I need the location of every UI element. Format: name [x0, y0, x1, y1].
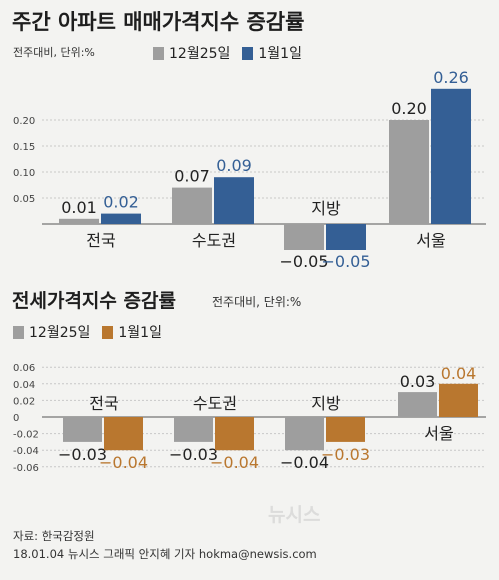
credit-line: 18.01.04 뉴시스 그래픽 안지혜 기자 hokma@newsis.com — [13, 547, 317, 561]
chart1-bar — [431, 88, 471, 224]
chart1-data-label: 0.20 — [391, 99, 427, 118]
chart2-ytick-label: -0.06 — [13, 463, 39, 474]
chart2-category-label: 지방 — [311, 394, 341, 413]
chart2-ytick-label: -0.04 — [13, 446, 39, 457]
legend-swatch-gray — [153, 46, 164, 60]
chart2-category-label: 서울 — [424, 424, 453, 443]
chart1-bar — [389, 120, 429, 224]
chart2-category-label: 수도권 — [193, 394, 237, 413]
legend-swatch-blue — [242, 46, 254, 60]
chart2-legend: 12월25일 1월1일 — [13, 322, 174, 342]
chart1-data-label: 0.26 — [433, 68, 469, 87]
chart2-ytick-label: 0.02 — [13, 396, 35, 407]
chart1-title: 주간 아파트 매매가격지수 증감률 — [12, 10, 305, 34]
chart1-bar — [101, 213, 141, 224]
chart2-ytick-label: 0 — [13, 413, 19, 424]
chart2-data-label: −0.04 — [210, 453, 259, 472]
chart2-bar — [104, 417, 143, 451]
watermark: 뉴시스 — [268, 504, 321, 526]
chart2-title: 전세가격지수 증감률 — [12, 290, 176, 312]
chart1-category-label: 서울 — [416, 231, 445, 250]
chart2-bar — [215, 417, 254, 451]
chart2-ytick-label: 0.06 — [13, 363, 35, 374]
chart1-ytick-label: 0.20 — [13, 116, 35, 127]
chart1-data-label: −0.05 — [321, 252, 370, 271]
legend2-swatch-gray — [13, 325, 24, 339]
chart2-bar — [326, 417, 365, 442]
chart2-data-label: −0.04 — [99, 453, 148, 472]
chart1-data-label: 0.01 — [61, 198, 97, 217]
chart1-bar — [214, 177, 254, 224]
chart2-bar — [63, 417, 102, 442]
chart2-bar — [174, 417, 213, 442]
chart2-data-label: −0.04 — [280, 453, 329, 472]
legend2-label-jan1: 1월1일 — [118, 325, 162, 341]
chart1-category-label: 전국 — [86, 231, 115, 250]
chart1-bar — [59, 218, 99, 224]
legend2-swatch-orange — [102, 325, 114, 339]
chart1-plot: 0.20 0.15 0.10 0.05 0.01 0.02 전국 0.07 0.09 수도권 −0.… — [13, 68, 486, 271]
chart1-data-label: 0.07 — [174, 167, 210, 186]
chart1-ytick-label: 0.10 — [13, 168, 35, 179]
chart2-unit-label: 전주대비, 단위:% — [212, 295, 302, 309]
chart1-data-label: 0.02 — [103, 193, 139, 212]
chart1-bar — [284, 224, 324, 250]
chart2-bar — [439, 383, 478, 417]
chart2-data-label: 0.04 — [441, 364, 477, 383]
chart2-data-label: −0.03 — [321, 445, 370, 464]
legend-label-dec25: 12월25일 — [169, 46, 231, 62]
chart2-bar — [398, 392, 437, 417]
chart1-bar — [172, 187, 212, 224]
chart2-data-label: −0.03 — [58, 445, 107, 464]
chart1-legend: 12월25일 1월1일 — [153, 43, 314, 63]
legend2-item-jan1: 1월1일 — [102, 322, 162, 342]
chart2-bar — [285, 417, 324, 451]
legend2-label-dec25: 12월25일 — [29, 325, 91, 341]
chart1-unit-label: 전주대비, 단위:% — [13, 46, 95, 59]
chart2-category-label: 전국 — [89, 394, 118, 413]
chart1-ytick-label: 0.15 — [13, 142, 35, 153]
chart2-ytick-label: 0.04 — [13, 380, 35, 391]
chart2-data-label: −0.03 — [169, 445, 218, 464]
legend2-item-dec25: 12월25일 — [13, 322, 90, 342]
legend-item-jan1: 1월1일 — [242, 43, 302, 63]
chart1-data-label: 0.09 — [216, 156, 252, 175]
chart1-ytick-label: 0.05 — [13, 194, 35, 205]
source-note: 자료: 한국감정원 — [13, 529, 95, 543]
chart1-category-label: 수도권 — [192, 231, 236, 250]
chart2-ytick-label: -0.02 — [13, 430, 39, 441]
chart1-data-label: −0.05 — [279, 252, 328, 271]
chart2-data-label: 0.03 — [400, 372, 436, 391]
legend-item-dec25: 12월25일 — [153, 43, 230, 63]
chart1-bar — [326, 224, 366, 250]
chart1-category-label: 지방 — [311, 199, 341, 218]
legend-label-jan1: 1월1일 — [258, 46, 302, 62]
